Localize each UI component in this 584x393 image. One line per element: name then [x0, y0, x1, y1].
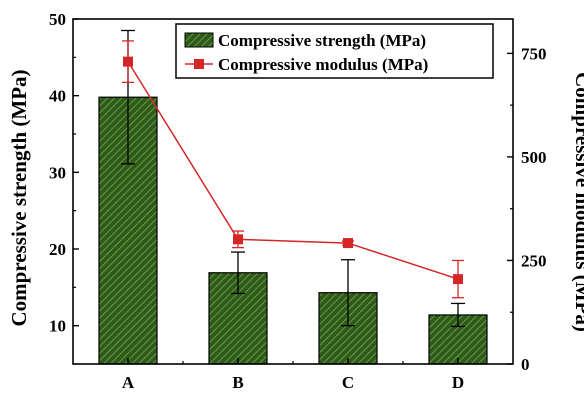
- y-left-tick-label-30: 30: [49, 163, 66, 182]
- legend-box: [175, 23, 494, 79]
- x-tick-label-A: A: [122, 373, 135, 392]
- modulus-point-B: [233, 234, 243, 245]
- y-axis-title-left: Compressive strength (MPa): [7, 69, 31, 326]
- y-right-tick-label-250: 250: [521, 251, 547, 270]
- modulus-point-D: [453, 274, 463, 285]
- y-left-tick-label-20: 20: [49, 240, 66, 259]
- bars-layer: [98, 96, 488, 365]
- x-tick-label-B: B: [232, 373, 243, 392]
- y-right-tick-label-0: 0: [521, 355, 530, 374]
- legend-line-label: Compressive modulus (MPa): [218, 55, 428, 74]
- line-layer: [122, 40, 464, 299]
- legend-bar-label: Compressive strength (MPa): [218, 31, 426, 50]
- modulus-point-A: [123, 56, 133, 67]
- modulus-point-C: [343, 238, 353, 249]
- legend: Compressive strength (MPa) Compressive m…: [175, 23, 494, 79]
- y-left-tick-label-10: 10: [49, 317, 66, 336]
- legend-line-marker: [194, 59, 204, 69]
- y-right-tick-label-750: 750: [521, 44, 547, 63]
- y-right-tick-label-500: 500: [521, 148, 547, 167]
- y-left-tick-label-40: 40: [49, 87, 66, 106]
- x-tick-label-D: D: [452, 373, 464, 392]
- y-axis-title-right: Compressive modulus (MPa): [571, 72, 584, 332]
- legend-bar-swatch: [184, 32, 214, 48]
- y-left-tick-label-50: 50: [49, 10, 66, 29]
- bar-D: [428, 314, 488, 365]
- x-tick-label-C: C: [342, 373, 354, 392]
- modulus-line: [127, 61, 459, 280]
